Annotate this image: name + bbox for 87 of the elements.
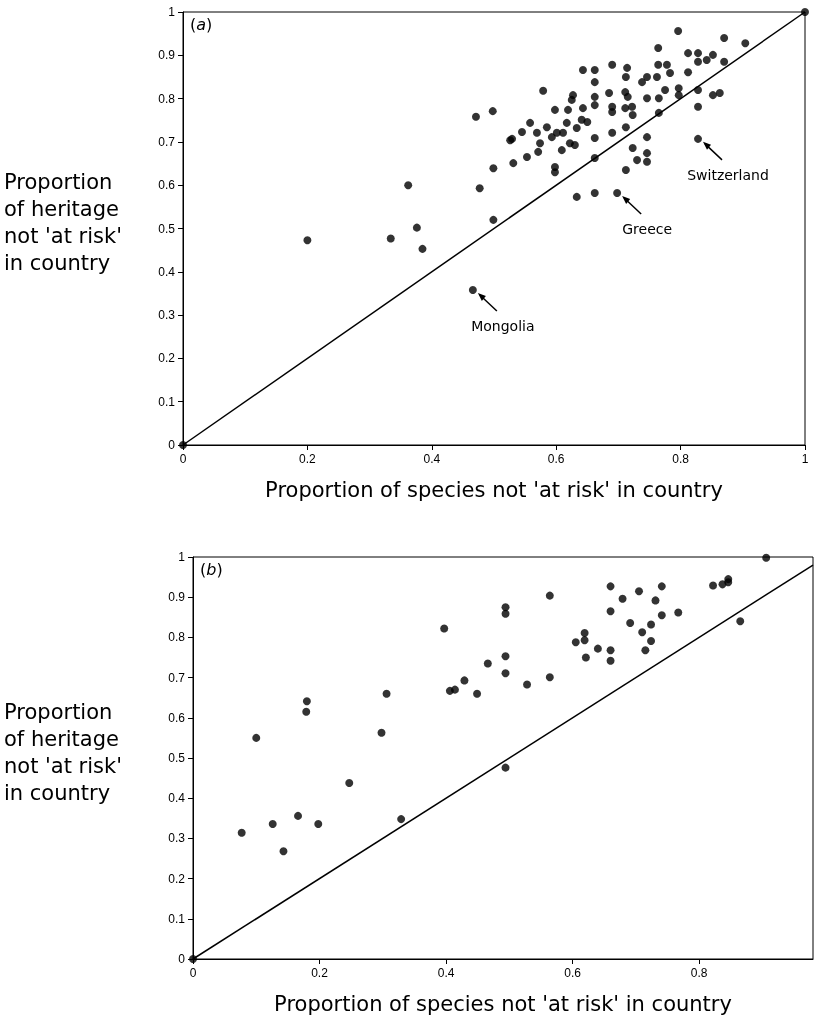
point [647,637,656,646]
y-tick-label: 0.5 [168,751,186,765]
y-tick-label: 1 [168,5,176,19]
x-tick-label: 0.4 [437,966,455,980]
point [674,608,683,617]
point [501,763,510,772]
y-tick-label: 0.5 [158,221,176,236]
y-tick-label: 0.1 [158,394,176,409]
point [709,581,718,590]
x-tick-label: 0.6 [547,452,565,466]
y-axis-title: Proportion of heritage not 'at risk' in country [4,699,129,805]
y-tick-label: 0.7 [158,134,176,149]
y-tick-label: 0 [168,438,176,452]
point [571,638,580,647]
point [626,618,635,627]
y-tick-label: 0.4 [158,264,176,279]
point [382,689,391,698]
point [651,596,660,605]
point [580,636,589,645]
point [397,815,406,824]
x-tick-label: 0.4 [423,452,441,466]
y-tick-label: 0.3 [158,308,176,323]
point [237,828,246,837]
y-tick-label: 0.6 [158,178,176,193]
point [302,707,311,716]
point [606,656,615,665]
point [294,811,303,820]
point [606,582,615,591]
point [762,553,771,562]
annotation: Greece [622,220,673,237]
point [657,611,666,620]
point [606,646,615,655]
x-axis-title: Proportion of species not 'at risk' in country [265,477,723,502]
point [581,653,590,662]
x-tick-label: 0.8 [690,966,708,980]
annotation: Mongolia [471,317,535,334]
x-tick-label: 0 [189,966,197,980]
y-tick-label: 0.2 [158,351,176,366]
y-tick-label: 1 [178,550,186,564]
point [638,628,647,637]
y-tick-label: 0.8 [158,91,176,106]
point [545,673,554,682]
x-tick-label: 0.2 [299,452,317,466]
y-tick-label: 0.3 [168,831,186,846]
y-tick-label: 0.6 [168,710,186,725]
y-tick-label: 0.8 [168,630,186,645]
point [647,620,656,629]
annotation: Switzerland [687,166,769,183]
point [460,676,469,685]
y-tick-label: 0.7 [168,670,186,685]
y-tick-label: 0.1 [168,911,186,926]
point [450,685,459,694]
x-tick-label: 0.8 [672,452,690,466]
point [483,659,492,668]
y-axis-title: Proportion of heritage not 'at risk' in country [4,170,129,275]
point [641,646,650,655]
point [345,778,354,787]
y-tick-label: 0 [178,952,186,966]
point [314,819,323,828]
point [618,594,627,603]
point [501,609,510,618]
point [545,591,554,600]
point [657,582,666,591]
point [501,669,510,678]
x-tick-label: 0.2 [311,966,329,980]
point [523,680,532,689]
point [473,689,482,698]
point [302,697,311,706]
point [635,587,644,596]
point [252,733,261,742]
y-tick-label: 0.4 [168,791,186,806]
x-tick-label: 0.6 [564,966,582,980]
point [593,644,602,653]
point [279,847,288,856]
point [268,819,277,828]
point [501,652,510,661]
annotation: (a) [190,14,213,34]
x-axis-title: Proportion of species not 'at risk' in country [274,991,732,1016]
y-tick-label: 0.9 [158,48,176,63]
point [440,624,449,633]
x-tick-label: 1 [801,452,809,466]
point [606,607,615,616]
point [377,728,386,737]
y-tick-label: 0.9 [168,590,186,605]
y-tick-label: 0.2 [168,871,186,886]
point [736,617,745,626]
annotation: (b) [200,559,223,579]
